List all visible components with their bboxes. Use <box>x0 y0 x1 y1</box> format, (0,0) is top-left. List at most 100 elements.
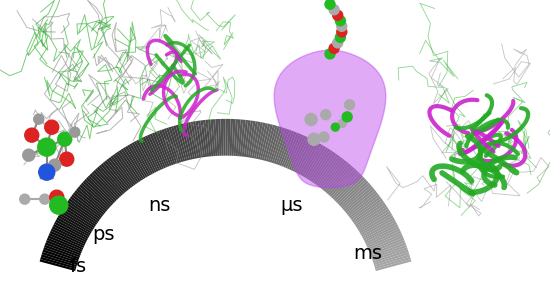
Wedge shape <box>289 136 306 170</box>
Wedge shape <box>136 140 155 173</box>
Wedge shape <box>317 156 340 186</box>
Circle shape <box>34 114 44 124</box>
Circle shape <box>40 194 49 204</box>
Circle shape <box>49 159 60 171</box>
Wedge shape <box>268 126 280 162</box>
Wedge shape <box>252 122 261 158</box>
Wedge shape <box>357 209 389 230</box>
Circle shape <box>53 178 60 186</box>
Wedge shape <box>79 185 108 210</box>
Wedge shape <box>104 160 129 190</box>
Wedge shape <box>97 167 123 196</box>
Circle shape <box>338 119 346 127</box>
Wedge shape <box>234 119 238 156</box>
Wedge shape <box>354 202 386 225</box>
Wedge shape <box>45 242 80 258</box>
Wedge shape <box>54 222 88 241</box>
Wedge shape <box>293 138 311 172</box>
Wedge shape <box>250 121 258 158</box>
Wedge shape <box>362 220 396 239</box>
Wedge shape <box>238 119 243 156</box>
Wedge shape <box>108 157 133 188</box>
Wedge shape <box>240 120 246 156</box>
Wedge shape <box>173 125 185 162</box>
Wedge shape <box>91 172 118 200</box>
Wedge shape <box>325 163 350 193</box>
Wedge shape <box>375 257 411 269</box>
Circle shape <box>336 32 345 42</box>
Wedge shape <box>228 119 230 156</box>
Wedge shape <box>65 202 97 225</box>
Wedge shape <box>312 151 334 183</box>
Wedge shape <box>62 209 94 230</box>
Wedge shape <box>93 170 120 198</box>
Wedge shape <box>294 139 313 173</box>
Wedge shape <box>272 128 285 163</box>
Wedge shape <box>345 188 375 213</box>
Wedge shape <box>188 122 197 159</box>
Wedge shape <box>147 134 164 169</box>
Wedge shape <box>74 190 104 215</box>
Circle shape <box>25 128 39 142</box>
Wedge shape <box>327 165 353 194</box>
Wedge shape <box>60 211 93 232</box>
Wedge shape <box>281 132 297 167</box>
Wedge shape <box>364 224 398 243</box>
Wedge shape <box>309 149 331 181</box>
Wedge shape <box>305 146 326 179</box>
Wedge shape <box>175 125 187 161</box>
Wedge shape <box>190 122 199 158</box>
Text: μs: μs <box>280 196 303 215</box>
Wedge shape <box>301 143 322 177</box>
Circle shape <box>329 43 339 53</box>
Wedge shape <box>127 145 147 177</box>
Wedge shape <box>353 200 384 223</box>
Circle shape <box>337 21 347 31</box>
Wedge shape <box>111 156 134 186</box>
Wedge shape <box>112 154 136 185</box>
Wedge shape <box>338 179 367 206</box>
Wedge shape <box>363 222 397 241</box>
Wedge shape <box>171 126 183 162</box>
Circle shape <box>345 100 355 110</box>
Wedge shape <box>95 168 122 197</box>
Wedge shape <box>343 185 372 210</box>
Circle shape <box>319 132 329 142</box>
Wedge shape <box>193 121 201 158</box>
Wedge shape <box>340 181 368 207</box>
Wedge shape <box>72 194 102 218</box>
Wedge shape <box>64 204 96 226</box>
Wedge shape <box>168 127 182 163</box>
Circle shape <box>20 194 30 204</box>
Wedge shape <box>360 215 393 235</box>
Wedge shape <box>361 217 394 237</box>
Wedge shape <box>87 175 116 203</box>
Wedge shape <box>350 196 381 220</box>
Wedge shape <box>57 217 90 237</box>
Wedge shape <box>164 128 178 164</box>
Wedge shape <box>283 132 299 168</box>
Polygon shape <box>274 50 386 188</box>
Wedge shape <box>277 130 292 165</box>
Wedge shape <box>298 141 317 175</box>
Wedge shape <box>157 131 172 166</box>
Wedge shape <box>134 141 153 175</box>
Wedge shape <box>81 183 110 209</box>
Wedge shape <box>310 150 332 182</box>
Wedge shape <box>244 120 251 157</box>
Wedge shape <box>262 124 273 160</box>
Circle shape <box>342 112 352 122</box>
Wedge shape <box>203 120 209 157</box>
Wedge shape <box>49 233 83 250</box>
Wedge shape <box>58 215 91 235</box>
Wedge shape <box>266 125 278 162</box>
Wedge shape <box>138 139 157 173</box>
Wedge shape <box>42 249 78 263</box>
Circle shape <box>336 16 345 26</box>
Wedge shape <box>166 128 179 163</box>
Wedge shape <box>304 145 324 177</box>
Wedge shape <box>216 119 219 156</box>
Wedge shape <box>375 259 411 271</box>
Wedge shape <box>232 119 235 156</box>
Wedge shape <box>226 119 228 156</box>
